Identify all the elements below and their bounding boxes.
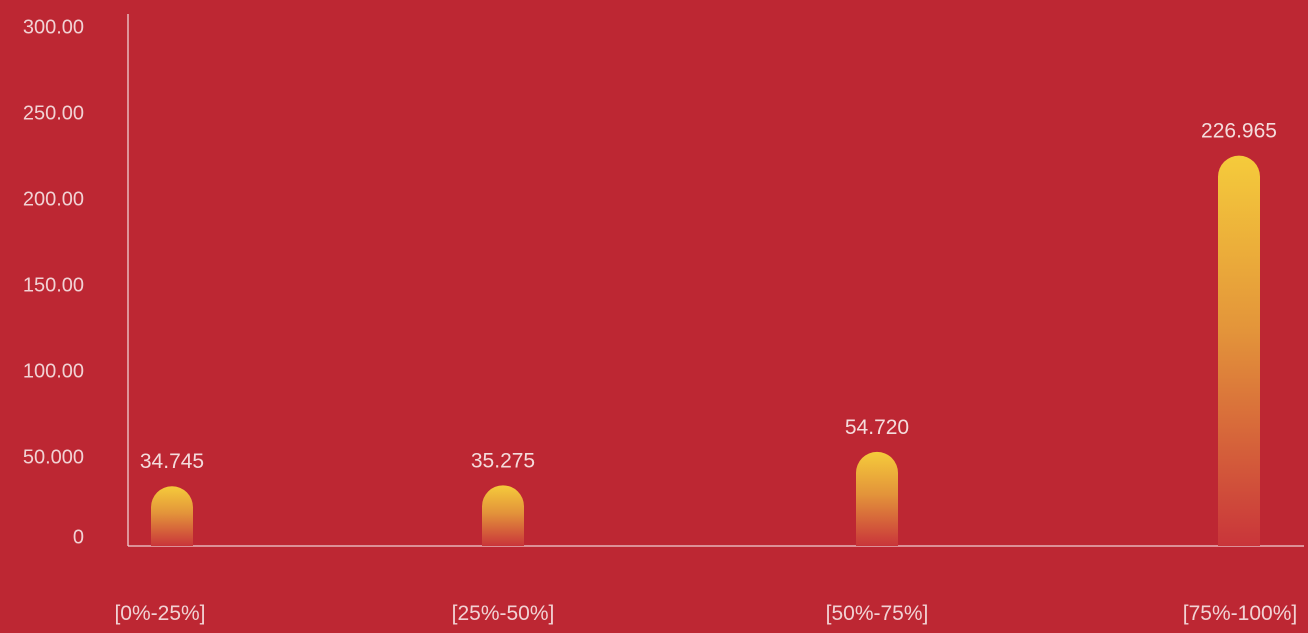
bar-value-label: 35.275 [471,449,535,472]
y-tick-label: 0 [73,526,84,548]
y-tick-label: 100.00 [23,360,84,382]
bar-1 [482,485,524,546]
x-category-label: [50%-75%] [826,602,929,625]
bar-value-label: 226.965 [1201,120,1277,143]
y-tick-label: 150.00 [23,274,84,296]
x-category-label: [25%-50%] [452,602,555,625]
y-tick-label: 300.00 [23,16,84,38]
y-tick-label: 200.00 [23,188,84,210]
bar-3 [1218,155,1260,547]
y-tick-label: 250.00 [23,102,84,124]
x-category-label: [75%-100%] [1183,602,1297,625]
bar-0 [151,486,193,546]
x-category-label: [0%-25%] [114,602,205,625]
y-tick-label: 50.000 [23,446,84,468]
bar-2 [856,451,898,546]
bar-value-label: 54.720 [845,416,909,439]
bar-value-label: 34.745 [140,450,204,473]
